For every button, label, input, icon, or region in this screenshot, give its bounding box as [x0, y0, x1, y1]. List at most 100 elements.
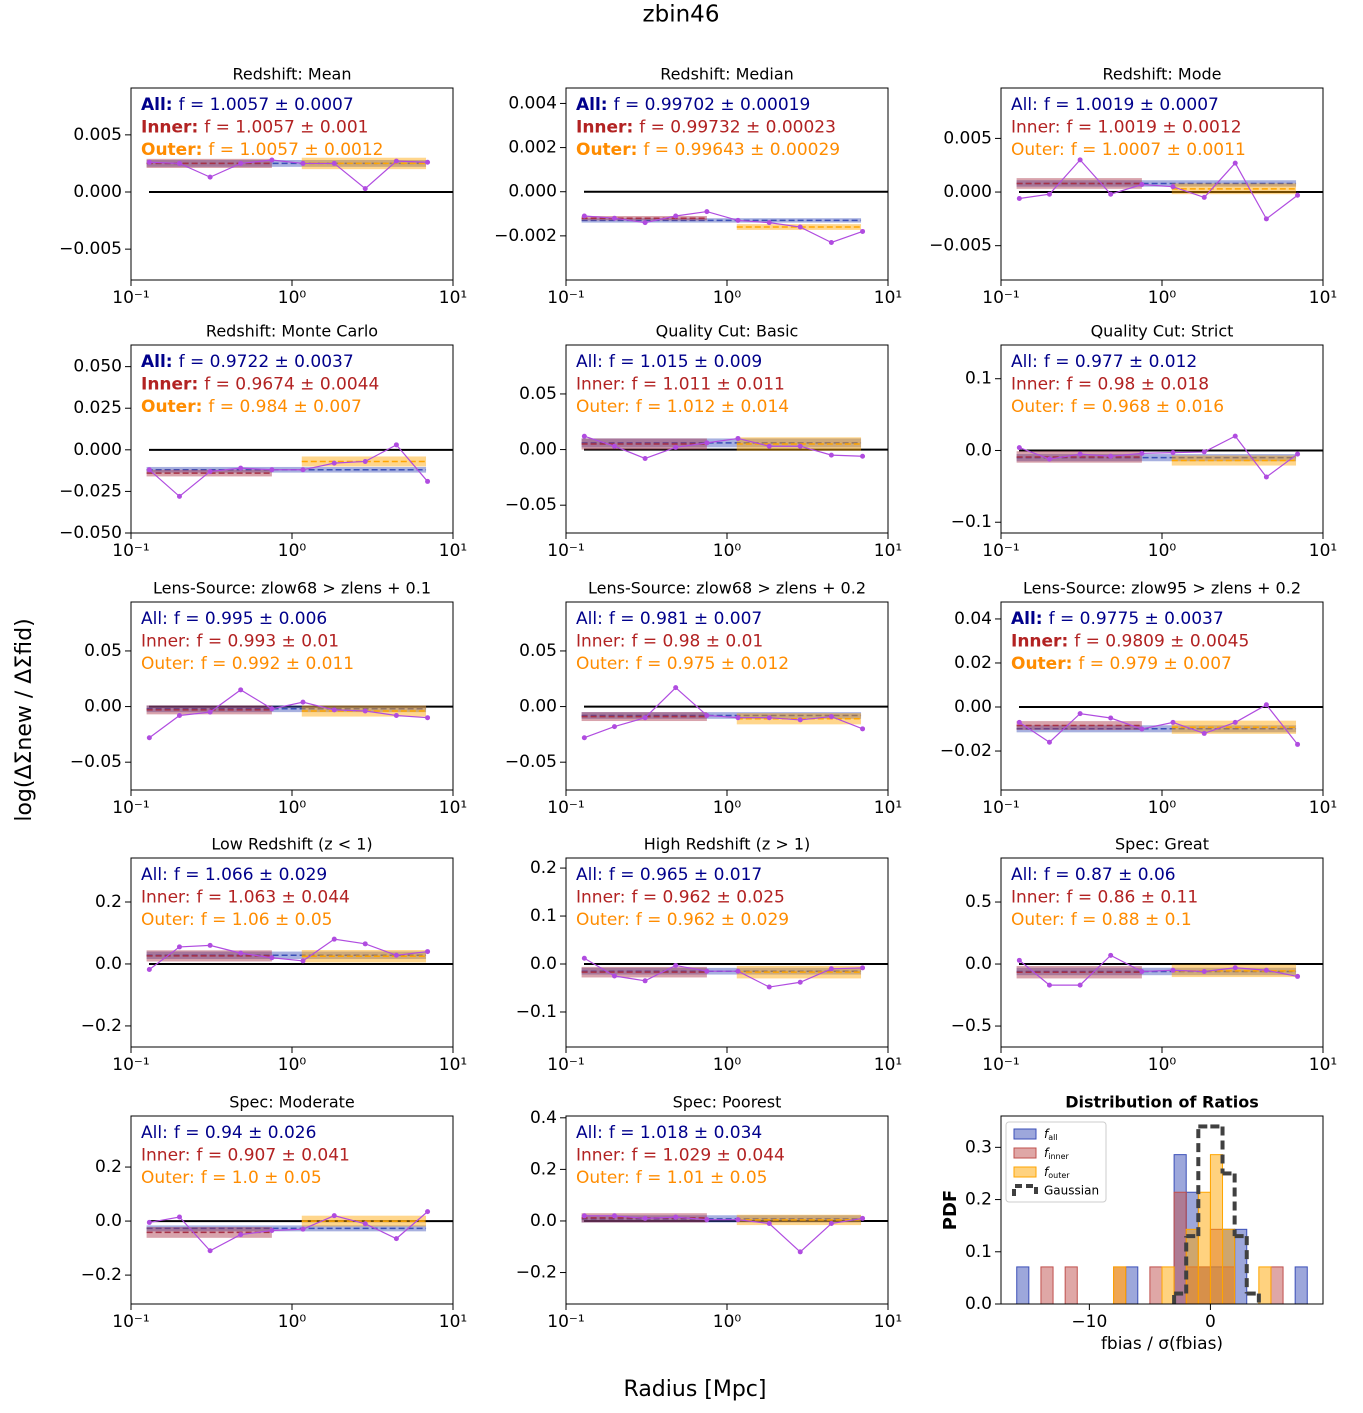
data-point	[704, 440, 710, 446]
annotation-text: f = 1.011 ± 0.011	[631, 375, 784, 395]
data-point	[1016, 195, 1022, 201]
data-point	[1046, 982, 1052, 988]
data-point	[1232, 433, 1238, 439]
x-tick-label: 0	[1205, 1312, 1216, 1332]
data-point	[331, 460, 337, 466]
x-tick-label: 10⁰	[713, 1312, 742, 1332]
data-point	[362, 1221, 368, 1227]
y-tick-label: −0.05	[505, 752, 557, 772]
x-tick-label: 10⁰	[278, 798, 307, 818]
data-point	[176, 160, 182, 166]
data-point	[1263, 702, 1269, 708]
plot-area	[146, 442, 453, 499]
annotation: Inner: f = 0.9809 ± 0.0045	[1011, 632, 1249, 652]
annotation: All: f = 0.9775 ± 0.0037	[1011, 609, 1224, 629]
annotation-text: f = 0.86 ± 0.11	[1066, 888, 1198, 908]
panel-title: Redshift: Median	[660, 65, 794, 84]
data-point	[673, 213, 679, 219]
plot-area	[1016, 157, 1323, 222]
annotation-text: f = 1.0057 ± 0.001	[204, 118, 368, 138]
data-point	[1139, 968, 1145, 974]
data-point	[393, 442, 399, 448]
y-tick-label: 0.1	[530, 906, 557, 926]
histogram-bar	[1125, 1266, 1139, 1305]
data-point	[1170, 719, 1176, 725]
data-point	[673, 444, 679, 450]
annotation-label: All:	[141, 352, 173, 372]
data-point	[269, 157, 275, 163]
data-point	[1201, 730, 1207, 736]
data-point	[766, 443, 772, 449]
panel-title: Quality Cut: Strict	[1091, 322, 1234, 341]
data-point	[146, 1219, 152, 1225]
data-point	[425, 715, 431, 721]
data-point	[238, 1232, 244, 1238]
data-point	[1139, 726, 1145, 732]
data-point	[331, 160, 337, 166]
y-tick-label: 0.2	[530, 858, 557, 878]
plot-frame	[1000, 601, 1324, 791]
plot-frame	[1000, 1115, 1324, 1305]
plot-area	[581, 433, 888, 461]
annotation-text: f = 1.063 ± 0.044	[196, 888, 349, 908]
data-line	[148, 938, 428, 971]
annotation-label: Outer:	[1011, 397, 1065, 417]
fit-band	[581, 216, 707, 221]
legend-swatch	[1013, 1128, 1037, 1140]
x-tick-label: 10⁻¹	[547, 1312, 584, 1332]
data-point	[581, 1213, 587, 1219]
x-tick-label: 10¹	[439, 1312, 467, 1332]
y-tick-label: −0.2	[81, 1016, 122, 1036]
plot-frame	[1000, 87, 1324, 281]
plot-area	[1016, 702, 1323, 747]
panel-title: Lens-Source: zlow95 > zlens + 0.2	[1023, 579, 1301, 598]
panel-title: Spec: Great	[1115, 835, 1209, 854]
data-point	[393, 1236, 399, 1242]
y-tick-label: 0.05	[84, 641, 122, 661]
data-point	[704, 209, 710, 215]
data-point	[146, 735, 152, 741]
annotation-text: f = 1.018 ± 0.034	[609, 1123, 762, 1143]
x-tick-label: 10⁰	[278, 541, 307, 561]
y-tick-label: 0.4	[530, 1108, 557, 1128]
data-point	[362, 708, 368, 714]
data-line	[1018, 954, 1298, 986]
plot-area	[581, 190, 888, 245]
data-point	[766, 715, 772, 721]
y-tick-label: 0.004	[508, 93, 557, 113]
y-tick-label: 0.5	[965, 892, 992, 912]
data-point	[331, 707, 337, 713]
data-point	[1046, 456, 1052, 462]
annotation-text: f = 1.015 ± 0.009	[609, 352, 762, 372]
annotation: Outer: f = 0.88 ± 0.1	[1011, 910, 1192, 930]
data-point	[176, 1214, 182, 1220]
data-point	[735, 1217, 741, 1223]
x-tick-label: 10⁻¹	[982, 1055, 1019, 1075]
y-tick-label: 0.0	[95, 954, 122, 974]
x-tick-label: 10⁻¹	[547, 541, 584, 561]
data-point	[1295, 973, 1301, 979]
fit-band	[1171, 964, 1297, 978]
data-point	[238, 160, 244, 166]
annotation-label: Outer:	[141, 910, 195, 930]
annotation-text: f = 0.962 ± 0.025	[631, 888, 784, 908]
data-point	[828, 1221, 834, 1227]
y-tick-label: 0.00	[519, 440, 557, 460]
x-tick-label: 10¹	[874, 541, 902, 561]
data-point	[1016, 719, 1022, 725]
annotation-label: Outer:	[1011, 910, 1065, 930]
histogram-bar	[1040, 1266, 1054, 1305]
plot-frame	[565, 857, 889, 1048]
data-point	[1077, 157, 1083, 163]
x-axis-label: fbias / σ(fbias)	[1101, 1334, 1223, 1354]
data-point	[1232, 719, 1238, 725]
fit-band	[146, 950, 272, 962]
data-point	[642, 220, 648, 226]
y-tick-label: −0.1	[516, 1002, 557, 1022]
x-tick-label: 10⁻¹	[112, 1055, 149, 1075]
annotation-label: Outer:	[576, 140, 637, 160]
y-tick-label: −0.2	[81, 1265, 122, 1285]
annotation-label: Inner:	[576, 888, 625, 908]
annotation-text: f = 0.9809 ± 0.0045	[1074, 632, 1249, 652]
x-tick-label: 10⁻¹	[112, 1312, 149, 1332]
